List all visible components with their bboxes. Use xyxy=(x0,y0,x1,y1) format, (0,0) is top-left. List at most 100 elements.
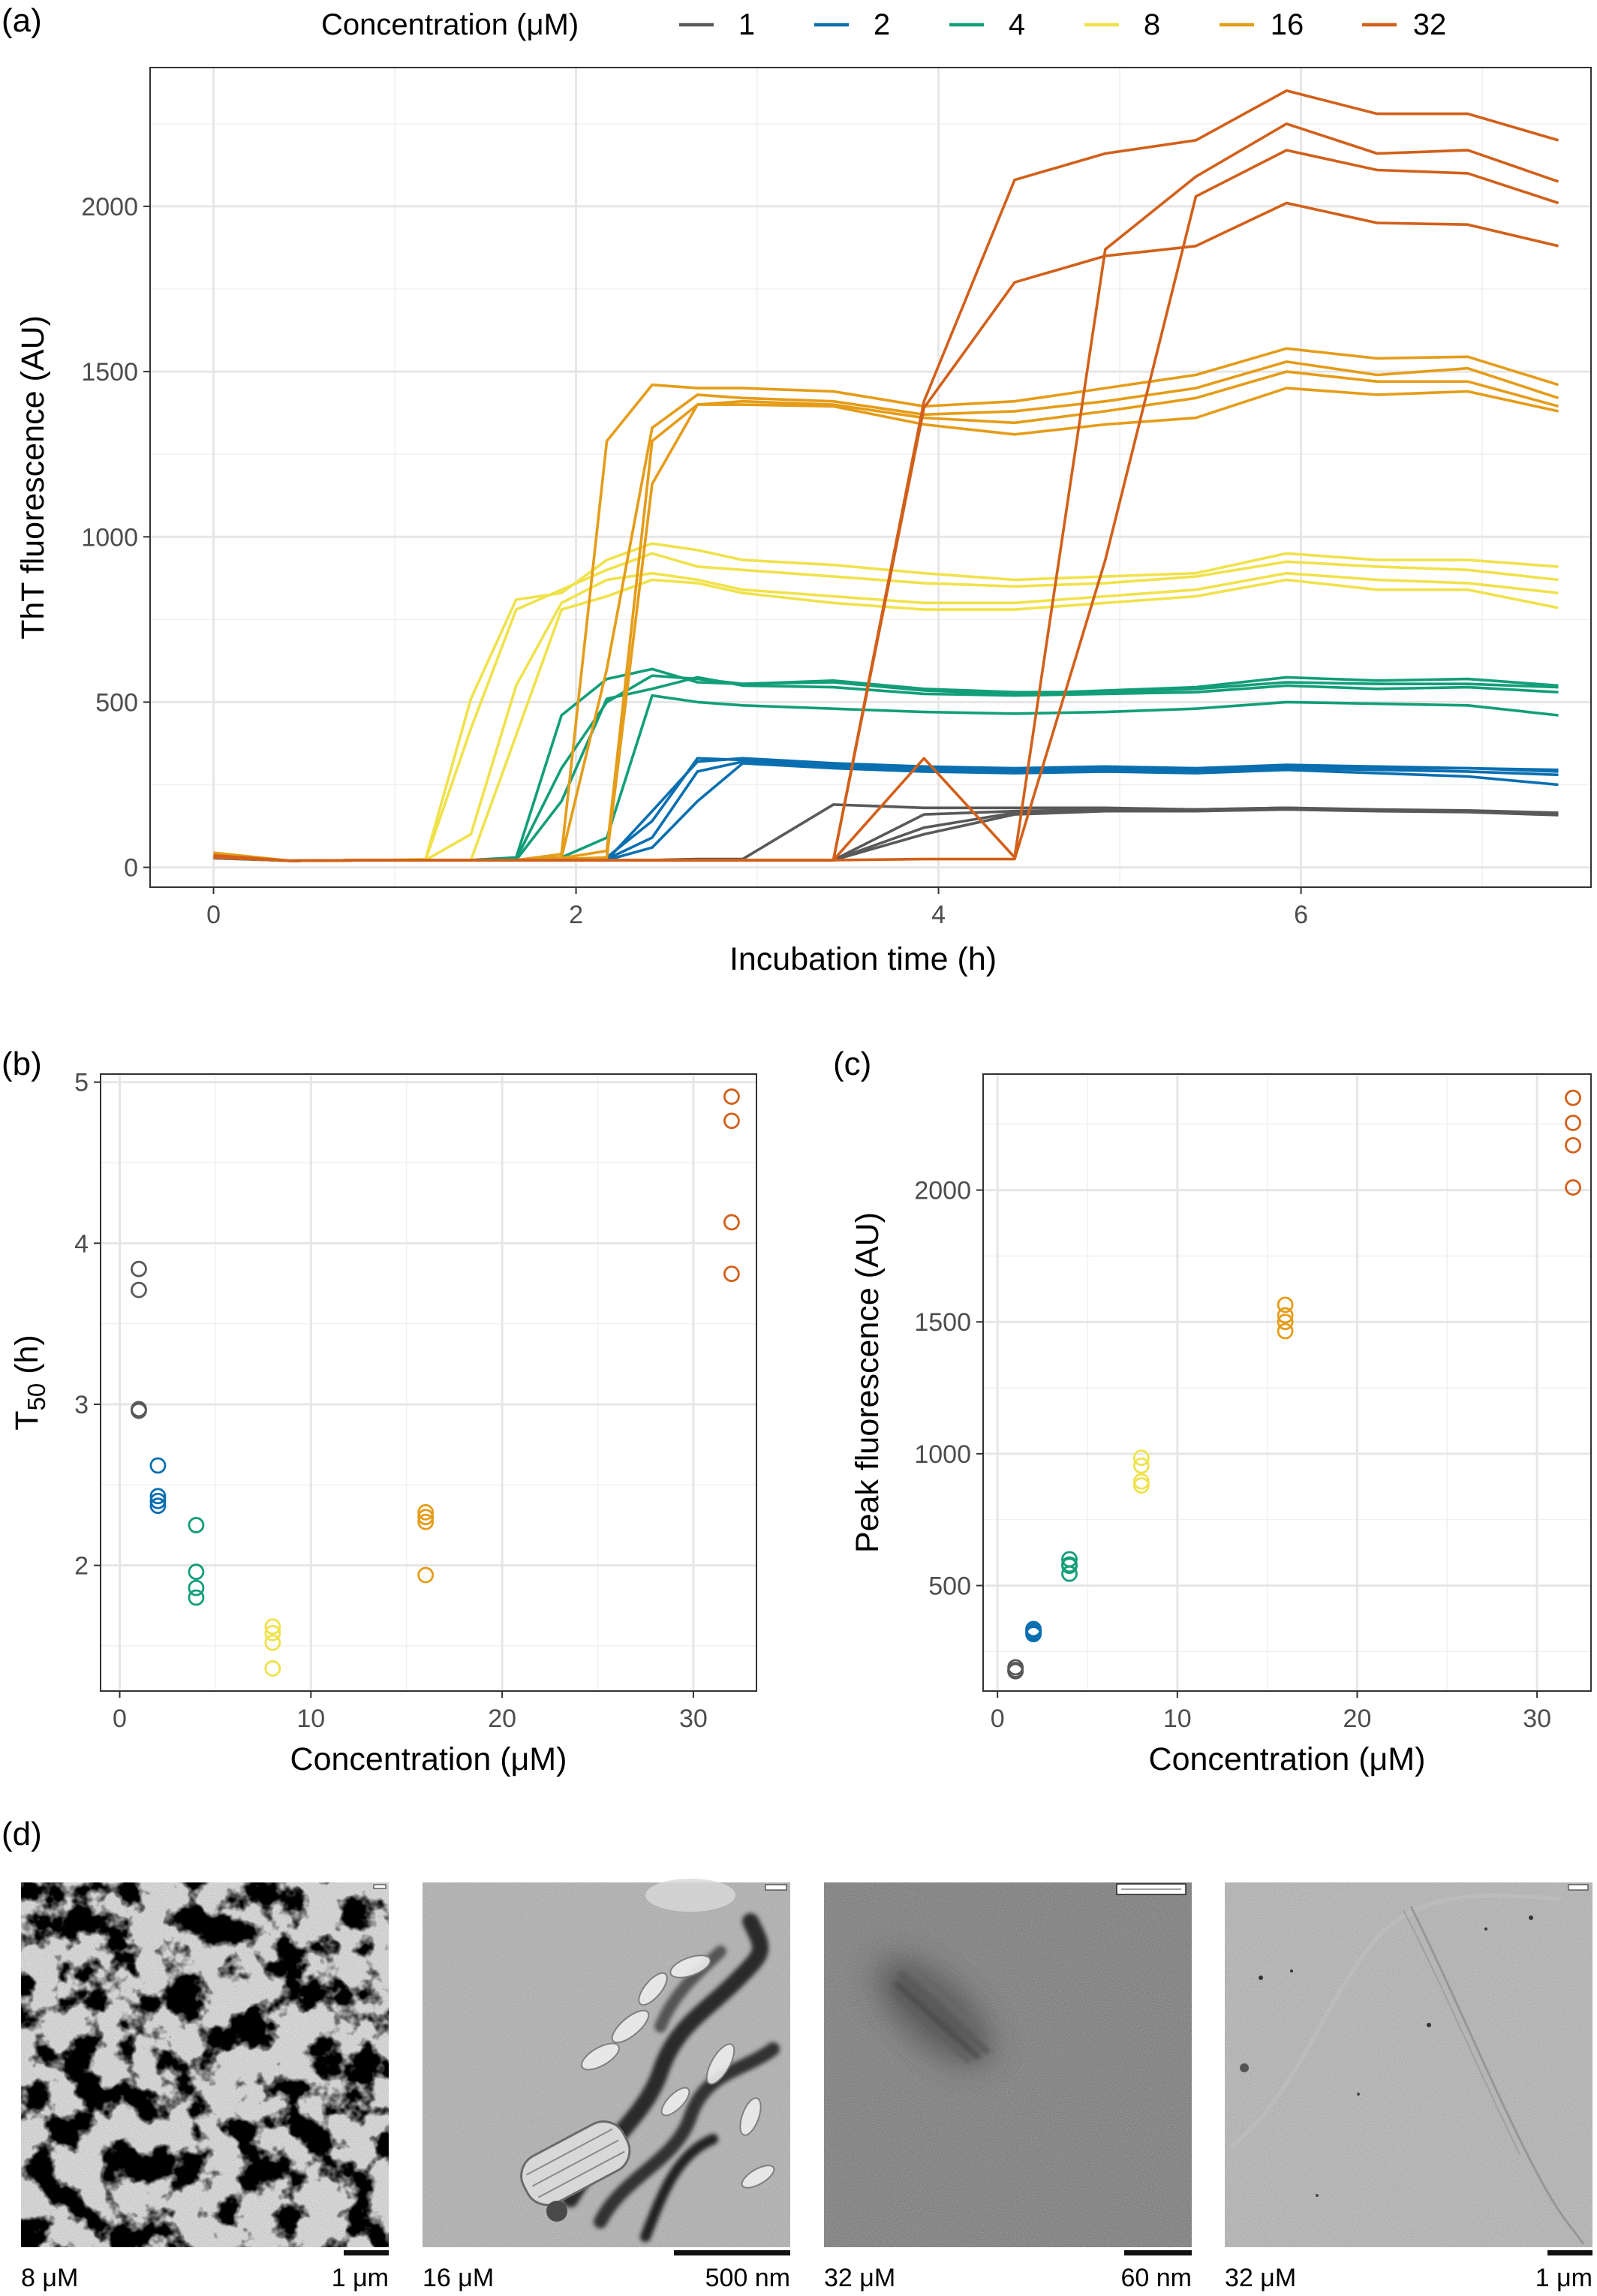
t50-point-16uM xyxy=(417,1503,435,1521)
micrograph-2-scalebar xyxy=(674,2250,790,2255)
micrograph-3-scale: 60 nm xyxy=(1121,2264,1192,2292)
series-line-8uM xyxy=(213,542,1559,862)
panel-d-micrographs: 8 μM 1 μm xyxy=(21,1879,1592,2292)
panel-c-scatter: 0 10 20 30 500 1000 1500 2000 Concentration (μM… xyxy=(850,1073,1592,1777)
series-line-8uM xyxy=(213,578,1559,862)
peak-point-16uM xyxy=(1277,1296,1294,1314)
panel-a-xtick-label: 4 xyxy=(931,901,946,929)
peak-point-2uM xyxy=(1025,1626,1042,1643)
legend-label-2: 2 xyxy=(874,8,890,41)
panel-b-xtick-label: 30 xyxy=(679,1705,708,1733)
micrograph-2-scale: 500 nm xyxy=(705,2264,790,2292)
series-line-1uM xyxy=(213,806,1559,862)
panel-c-ytick-label: 500 xyxy=(928,1572,971,1600)
panel-c-xtick-label: 30 xyxy=(1523,1705,1551,1733)
panel-label-c: (c) xyxy=(833,1046,871,1082)
panel-label-b: (b) xyxy=(2,1046,42,1082)
t50-point-8uM xyxy=(264,1660,281,1677)
t50-point-8uM xyxy=(264,1634,281,1651)
t50-point-4uM xyxy=(188,1517,205,1533)
panel-a-ylabel: ThT fluorescence (AU) xyxy=(15,315,51,639)
series-line-8uM xyxy=(213,552,1559,862)
panel-c-ytick-label: 2000 xyxy=(914,1177,971,1205)
peak-point-8uM xyxy=(1132,1457,1150,1474)
series-line-32uM xyxy=(213,149,1559,862)
peak-point-1uM xyxy=(1007,1663,1024,1680)
panel-c-frame xyxy=(982,1073,1592,1692)
peak-point-16uM xyxy=(1277,1314,1294,1331)
panel-label-d: (d) xyxy=(2,1816,42,1852)
t50-point-8uM xyxy=(264,1618,281,1635)
panel-b-ylabel: T50 (h) xyxy=(9,1335,50,1431)
t50-point-1uM xyxy=(131,1402,147,1419)
panel-a-ytick-label: 500 xyxy=(95,688,138,717)
panel-a-xtick-label: 6 xyxy=(1294,901,1308,929)
peak-point-8uM xyxy=(1132,1449,1150,1467)
series-line-16uM xyxy=(213,360,1559,862)
legend-label-1: 1 xyxy=(738,8,755,41)
panel-c-xtick-label: 20 xyxy=(1343,1705,1372,1733)
micrograph-32uM-a: 32 μM 60 nm xyxy=(824,1882,1192,2292)
legend-title: Concentration (μM) xyxy=(321,8,579,41)
legend-label-4: 4 xyxy=(1009,8,1025,41)
peak-point-32uM xyxy=(1565,1115,1581,1131)
panel-c-ytick-label: 1500 xyxy=(914,1308,971,1337)
t50-point-2uM xyxy=(149,1497,167,1515)
panel-a-xlabel: Incubation time (h) xyxy=(729,941,997,977)
series-line-32uM xyxy=(213,201,1559,862)
panel-a-xtick-label: 0 xyxy=(206,901,221,929)
panel-a-ytick-label: 0 xyxy=(124,854,138,883)
micrograph-2-concentration: 16 μM xyxy=(423,2264,494,2292)
t50-point-32uM xyxy=(723,1088,740,1105)
peak-point-8uM xyxy=(1132,1477,1150,1494)
micrograph-4-scalebar xyxy=(1547,2250,1592,2255)
t50-point-1uM xyxy=(131,1260,147,1277)
panel-b-xtick-label: 0 xyxy=(113,1705,127,1733)
panel-c-ytick-label: 1000 xyxy=(914,1440,971,1469)
peak-point-4uM xyxy=(1061,1557,1078,1575)
t50-point-8uM xyxy=(264,1624,281,1642)
t50-point-4uM xyxy=(188,1563,205,1581)
panel-b-xlabel: Concentration (μM) xyxy=(290,1741,567,1777)
t50-point-16uM xyxy=(417,1513,435,1530)
panel-b-scatter: 0 10 20 30 2 3 4 5 Concentration (μM) T50 (h) xyxy=(9,1069,757,1777)
t50-point-32uM xyxy=(723,1214,740,1231)
series-line-16uM xyxy=(213,370,1559,862)
micrograph-4-concentration: 32 μM xyxy=(1225,2264,1296,2292)
panel-a-ytick-label: 1500 xyxy=(81,358,138,387)
panel-a-xtick-label: 2 xyxy=(569,901,583,929)
legend-label-32: 32 xyxy=(1413,8,1447,41)
peak-point-16uM xyxy=(1277,1323,1294,1340)
panel-c-ylabel: Peak fluorescence (AU) xyxy=(850,1212,886,1553)
legend-label-8: 8 xyxy=(1144,8,1160,41)
panel-b-frame xyxy=(100,1073,757,1692)
micrograph-4-scale: 1 μm xyxy=(1535,2264,1592,2292)
micrograph-3-concentration: 32 μM xyxy=(824,2264,895,2292)
t50-point-16uM xyxy=(417,1566,435,1584)
micrograph-32uM-b: 32 μM 1 μm xyxy=(1225,1882,1592,2292)
t50-point-4uM xyxy=(188,1589,205,1606)
series-line-32uM xyxy=(213,122,1559,862)
series-line-4uM xyxy=(213,694,1559,862)
micrograph-1-scale: 1 μm xyxy=(332,2264,389,2292)
panel-label-a: (a) xyxy=(2,2,42,39)
micrograph-1-scalebar xyxy=(344,2250,389,2255)
panel-a-line-chart: 0 2 4 6 0 500 1000 1500 2000 Incubation time (h)… xyxy=(15,67,1592,977)
panel-b-ytick-label: 4 xyxy=(74,1229,89,1258)
panel-b-xtick-label: 20 xyxy=(488,1705,516,1733)
panel-b-ytick-label: 2 xyxy=(74,1552,89,1581)
peak-point-16uM xyxy=(1277,1307,1294,1324)
t50-point-16uM xyxy=(417,1509,435,1526)
legend: Concentration (μM) 1 2 4 8 16 32 xyxy=(321,8,1446,41)
peak-point-32uM xyxy=(1565,1089,1581,1106)
micrograph-1-concentration: 8 μM xyxy=(21,2264,78,2292)
micrograph-16uM: 16 μM 500 nm xyxy=(423,1879,790,2292)
t50-point-32uM xyxy=(723,1112,740,1130)
peak-point-32uM xyxy=(1565,1136,1581,1154)
panel-c-xtick-label: 10 xyxy=(1163,1705,1192,1733)
peak-point-4uM xyxy=(1061,1565,1078,1582)
series-line-8uM xyxy=(213,571,1559,862)
series-line-16uM xyxy=(213,387,1559,862)
t50-point-2uM xyxy=(149,1457,167,1474)
